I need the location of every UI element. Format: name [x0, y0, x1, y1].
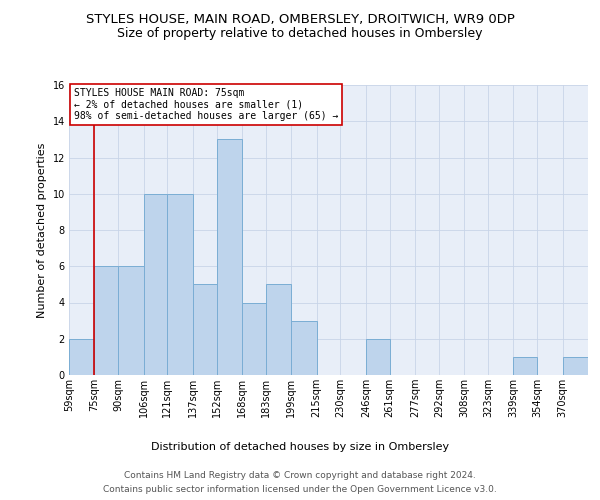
Text: Contains public sector information licensed under the Open Government Licence v3: Contains public sector information licen… — [103, 484, 497, 494]
Text: Contains HM Land Registry data © Crown copyright and database right 2024.: Contains HM Land Registry data © Crown c… — [124, 472, 476, 480]
Bar — [514, 357, 537, 375]
Text: Size of property relative to detached houses in Ombersley: Size of property relative to detached ho… — [117, 28, 483, 40]
Text: Distribution of detached houses by size in Ombersley: Distribution of detached houses by size … — [151, 442, 449, 452]
Bar — [94, 266, 118, 375]
Bar — [563, 357, 588, 375]
Text: STYLES HOUSE MAIN ROAD: 75sqm
← 2% of detached houses are smaller (1)
98% of sem: STYLES HOUSE MAIN ROAD: 75sqm ← 2% of de… — [74, 88, 338, 121]
Bar — [167, 194, 193, 375]
Bar — [69, 339, 94, 375]
Bar — [366, 339, 389, 375]
Bar — [291, 320, 317, 375]
Bar — [242, 302, 266, 375]
Bar — [217, 140, 242, 375]
Bar — [143, 194, 167, 375]
Y-axis label: Number of detached properties: Number of detached properties — [37, 142, 47, 318]
Bar — [118, 266, 143, 375]
Text: STYLES HOUSE, MAIN ROAD, OMBERSLEY, DROITWICH, WR9 0DP: STYLES HOUSE, MAIN ROAD, OMBERSLEY, DROI… — [86, 12, 514, 26]
Bar — [193, 284, 217, 375]
Bar — [266, 284, 291, 375]
